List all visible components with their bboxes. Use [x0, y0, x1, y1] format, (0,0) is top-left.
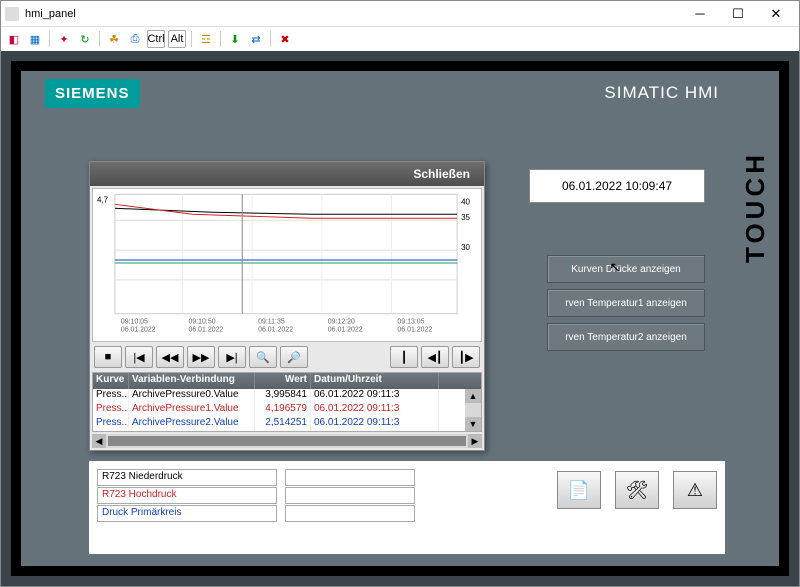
popup-close-button[interactable]: Schließen	[399, 162, 484, 186]
tool-icon[interactable]: ⬇	[226, 30, 244, 48]
table-hscroll[interactable]: ◀ ▶	[92, 434, 482, 448]
tool-icon[interactable]: ☲	[197, 30, 215, 48]
y-left-label: 4,7	[97, 195, 109, 204]
chart-toolbar: ■ |◀ ◀◀ ▶▶ ▶| 🔍 🔎 ┃ ◀┃ ┃▶	[92, 344, 482, 370]
tool-icon[interactable]: ☘	[105, 30, 123, 48]
app-toolbar: ◧ ▦ ✦ ↻ ☘ ⎙ Ctrl Alt ☲ ⬇ ⇄ ✖	[1, 27, 799, 51]
x-tick: 09:11:35	[258, 319, 285, 326]
scroll-down-icon[interactable]: ▼	[465, 417, 481, 431]
tool-icon[interactable]: ▦	[26, 30, 44, 48]
hmi-screen: SIEMENS SIMATIC HMI TOUCH 06.01.2022 10:…	[21, 71, 779, 566]
rewind-icon[interactable]: ◀◀	[156, 346, 184, 368]
tool-icon[interactable]: ◧	[5, 30, 23, 48]
y-right-label: 40	[461, 197, 470, 206]
ruler-right-icon[interactable]: ┃▶	[452, 346, 480, 368]
alt-key-icon[interactable]: Alt	[168, 30, 186, 48]
field	[285, 505, 415, 522]
x-tick: 09:13:05	[397, 319, 424, 326]
app-icon	[5, 7, 19, 21]
value-fields	[285, 469, 415, 523]
y-right-label: 30	[461, 243, 470, 252]
popup-titlebar[interactable]: Schließen	[90, 162, 484, 186]
app-window: hmi_panel ─ ☐ ✕ ◧ ▦ ✦ ↻ ☘ ⎙ Ctrl Alt ☲ ⬇…	[0, 0, 800, 587]
col-variable: Variablen-Verbindung	[129, 373, 255, 389]
legend-item: Druck Primärkreis	[97, 505, 277, 522]
ctrl-key-icon[interactable]: Ctrl	[147, 30, 165, 48]
scroll-up-icon[interactable]: ▲	[465, 389, 481, 403]
ruler-icon[interactable]: ┃	[390, 346, 418, 368]
chart-svg: 4,7 40 35 30 09:10:0506.01.2022 09:10:50…	[93, 189, 481, 341]
hmi-frame: SIEMENS SIMATIC HMI TOUCH 06.01.2022 10:…	[1, 51, 799, 586]
stop-icon[interactable]: ■	[94, 346, 122, 368]
table-row[interactable]: Press..ArchivePressure1.Value4,19657906.…	[93, 403, 481, 417]
titlebar: hmi_panel ─ ☐ ✕	[1, 1, 799, 27]
scroll-thumb[interactable]	[108, 436, 466, 446]
tool-icon[interactable]: ↻	[76, 30, 94, 48]
alarm-icon[interactable]: ⚠	[673, 471, 717, 509]
svg-text:06.01.2022: 06.01.2022	[258, 327, 293, 334]
values-table: Kurve Variablen-Verbindung Wert Datum/Uh…	[92, 372, 482, 432]
zoom-area-icon[interactable]: 🔍	[249, 346, 277, 368]
ruler-left-icon[interactable]: ◀┃	[421, 346, 449, 368]
document-icon[interactable]: 📄	[557, 471, 601, 509]
x-tick: 09:10:05	[121, 319, 148, 326]
siemens-logo: SIEMENS	[45, 79, 140, 108]
tool-close-icon[interactable]: ✖	[276, 30, 294, 48]
table-row[interactable]: Press..ArchivePressure2.Value2,51425106.…	[93, 417, 481, 431]
tool-icon[interactable]: ✦	[55, 30, 73, 48]
tool-icon[interactable]: ⇄	[247, 30, 265, 48]
window-title: hmi_panel	[25, 8, 681, 20]
bottom-buttons: 📄 🛠 ⚠	[557, 471, 717, 509]
tool-icon[interactable]: ⎙	[126, 30, 144, 48]
legend: R723 Niederdruck R723 Hochdruck Druck Pr…	[97, 469, 277, 523]
first-icon[interactable]: |◀	[125, 346, 153, 368]
svg-text:06.01.2022: 06.01.2022	[121, 327, 156, 334]
trend-chart: 4,7 40 35 30 09:10:0506.01.2022 09:10:50…	[92, 188, 482, 342]
table-vscroll[interactable]: ▲ ▼	[465, 389, 481, 431]
forward-icon[interactable]: ▶▶	[187, 346, 215, 368]
field	[285, 469, 415, 486]
table-row[interactable]: Press..ArchivePressure0.Value3,99584106.…	[93, 389, 481, 403]
svg-text:06.01.2022: 06.01.2022	[328, 327, 363, 334]
trend-popup: Schließen	[89, 161, 485, 451]
side-buttons: Kurven Drücke anzeigen rven Temperatur1 …	[547, 255, 705, 351]
col-wert: Wert	[255, 373, 311, 389]
touch-label: TOUCH	[740, 151, 771, 263]
show-pressure-curves-button[interactable]: Kurven Drücke anzeigen	[547, 255, 705, 283]
maximize-button[interactable]: ☐	[719, 3, 757, 25]
scroll-right-icon[interactable]: ▶	[468, 434, 482, 448]
x-tick: 09:10:50	[189, 319, 216, 326]
show-temp1-curves-button[interactable]: rven Temperatur1 anzeigen	[547, 289, 705, 317]
legend-item: R723 Hochdruck	[97, 487, 277, 504]
scroll-left-icon[interactable]: ◀	[92, 434, 106, 448]
legend-item: R723 Niederdruck	[97, 469, 277, 486]
col-datum: Datum/Uhrzeit	[311, 373, 439, 389]
x-tick: 09:12:20	[328, 319, 355, 326]
zoom-icon[interactable]: 🔎	[280, 346, 308, 368]
last-icon[interactable]: ▶|	[218, 346, 246, 368]
tools-icon[interactable]: 🛠	[615, 471, 659, 509]
col-kurve: Kurve	[93, 373, 129, 389]
svg-text:06.01.2022: 06.01.2022	[397, 327, 432, 334]
y-right-label: 35	[461, 213, 470, 222]
datetime-display: 06.01.2022 10:09:47	[529, 169, 705, 203]
hmi-bezel: SIEMENS SIMATIC HMI TOUCH 06.01.2022 10:…	[11, 61, 789, 576]
table-header: Kurve Variablen-Verbindung Wert Datum/Uh…	[93, 373, 481, 389]
close-button[interactable]: ✕	[757, 3, 795, 25]
minimize-button[interactable]: ─	[681, 3, 719, 25]
show-temp2-curves-button[interactable]: rven Temperatur2 anzeigen	[547, 323, 705, 351]
field	[285, 487, 415, 504]
bottom-panel: R723 Niederdruck R723 Hochdruck Druck Pr…	[89, 461, 725, 554]
simatic-label: SIMATIC HMI	[604, 83, 719, 103]
svg-text:06.01.2022: 06.01.2022	[189, 327, 224, 334]
